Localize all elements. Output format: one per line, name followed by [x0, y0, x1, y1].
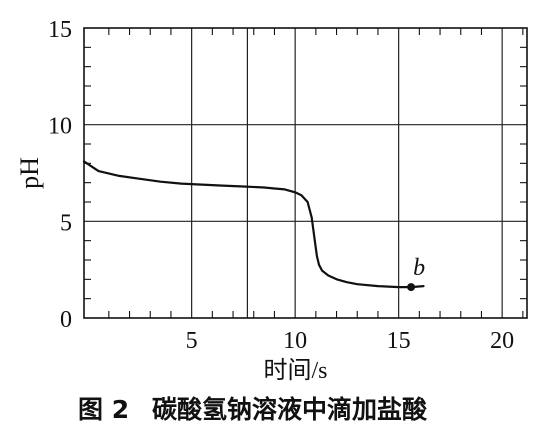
figure-number: 图 2	[78, 395, 129, 424]
series-layer	[82, 160, 425, 289]
y-axis-label: pH	[15, 157, 44, 189]
x-tick-label: 15	[387, 328, 411, 354]
point-b-marker	[407, 283, 416, 292]
tick-labels: 5 10 15 20 0 5 10 15	[48, 17, 514, 354]
grid	[84, 28, 527, 318]
point-b-label: b	[413, 255, 425, 281]
x-tick-label: 20	[490, 328, 514, 354]
series-line	[82, 160, 425, 289]
y-tick-label: 5	[60, 210, 72, 236]
figure-caption: 碳酸氢钠溶液中滴加盐酸	[152, 395, 428, 424]
plot-frame	[83, 27, 528, 319]
x-axis-label: 时间/s	[263, 357, 327, 384]
x-tick-label: 5	[186, 328, 198, 354]
annotations: b	[407, 255, 425, 292]
x-tick-label: 10	[283, 328, 307, 354]
y-tick-label: 0	[60, 307, 72, 333]
axis-ticks	[84, 28, 527, 318]
y-tick-label: 10	[48, 114, 72, 140]
y-tick-label: 15	[48, 17, 72, 43]
